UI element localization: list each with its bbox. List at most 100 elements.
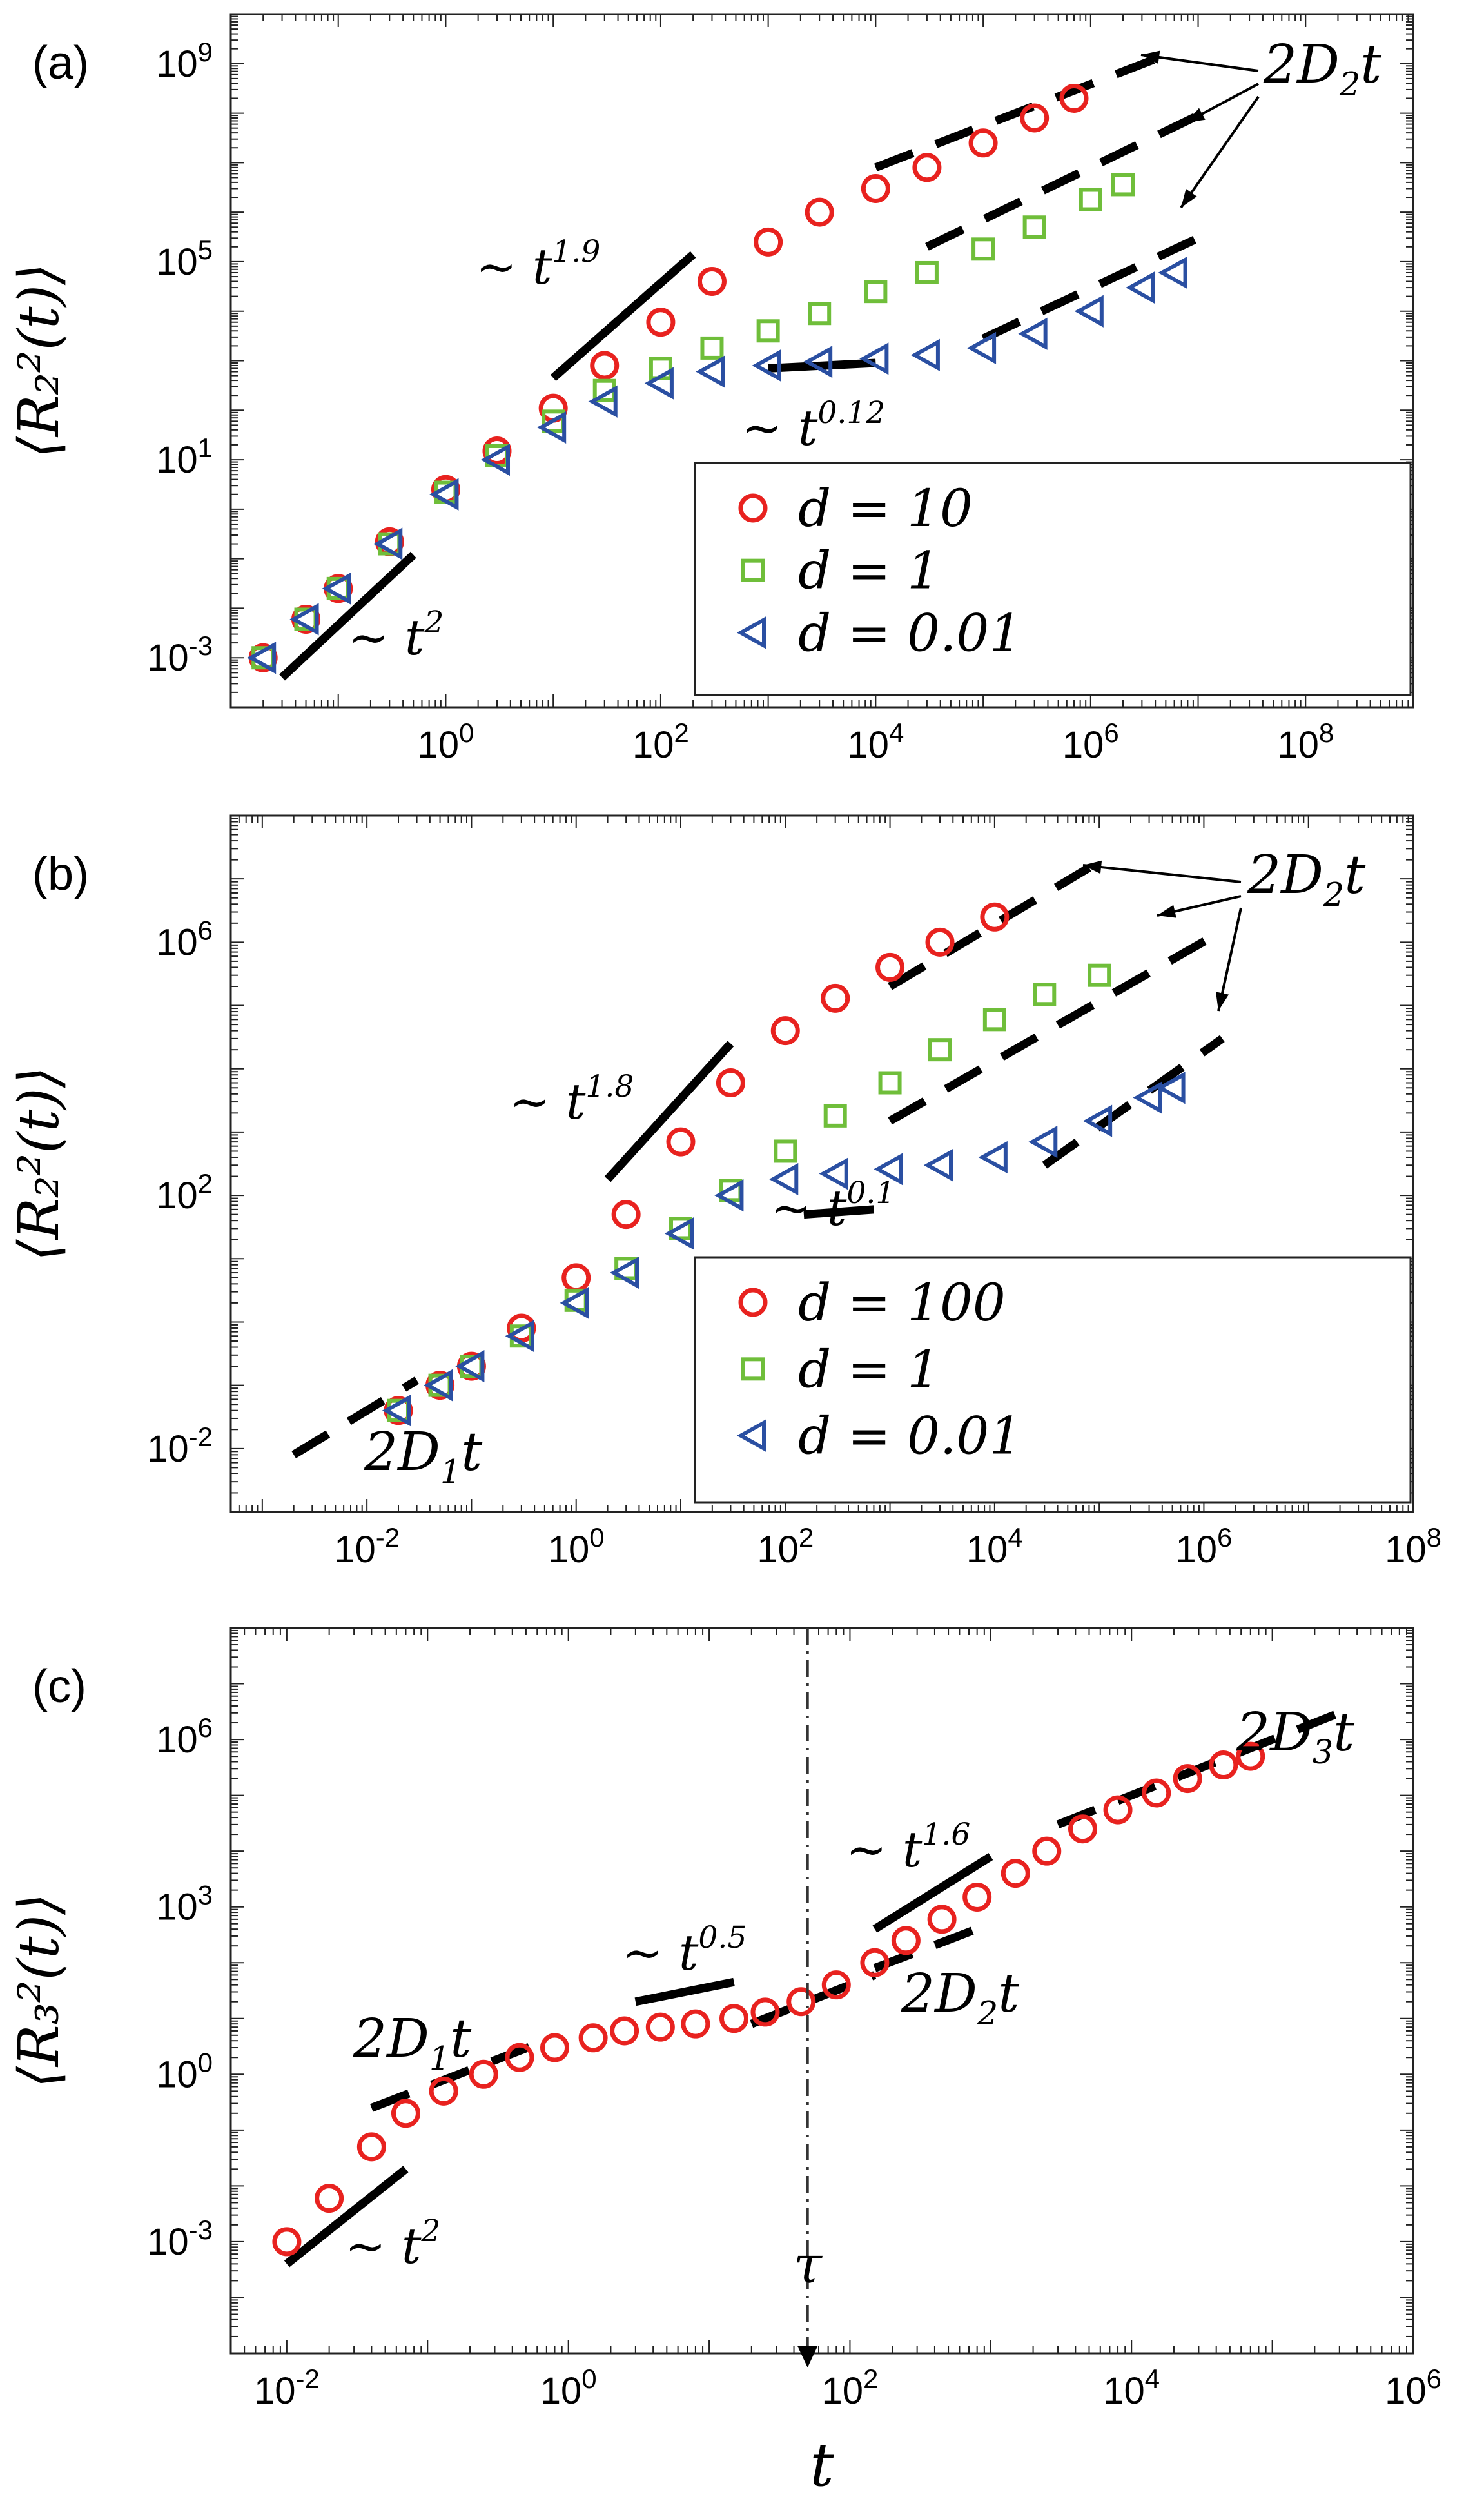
data-point bbox=[1209, 1750, 1238, 1780]
annotations: 2D1t ∼ t1.8 ∼ t0.1 2D2t bbox=[364, 845, 1366, 1491]
y-tick-label: 10-2 bbox=[147, 1422, 213, 1470]
x-tick-label: 108 bbox=[1277, 718, 1334, 766]
data-point bbox=[925, 927, 955, 957]
data-point bbox=[923, 1149, 953, 1182]
series-3 bbox=[382, 1072, 1186, 1427]
data-point bbox=[716, 1068, 745, 1098]
data-point bbox=[912, 153, 942, 182]
data-point bbox=[578, 2023, 608, 2053]
arrow-head bbox=[1083, 860, 1102, 874]
data-point bbox=[714, 1179, 744, 1212]
annotation-2D1t: 2D1t bbox=[353, 2008, 472, 2077]
data-point bbox=[681, 2009, 710, 2039]
data-point bbox=[696, 355, 725, 388]
data-point bbox=[1082, 1104, 1113, 1137]
data-point bbox=[609, 1256, 639, 1289]
legend-label: d = 100 bbox=[798, 1273, 1006, 1333]
x-tick-label: 106 bbox=[1175, 1522, 1232, 1571]
guide-line bbox=[888, 927, 1225, 1125]
data-point bbox=[803, 346, 833, 378]
plot-frame bbox=[229, 1627, 1414, 2355]
data-point bbox=[664, 1217, 694, 1250]
guide-line bbox=[925, 112, 1200, 251]
data-point bbox=[644, 367, 674, 400]
data-point bbox=[560, 1286, 589, 1319]
data-point bbox=[978, 1141, 1008, 1174]
annotation-t16: ∼ t1.6 bbox=[846, 1817, 970, 1878]
y-tick-label: 100 bbox=[156, 2047, 213, 2095]
guide-line bbox=[874, 51, 1167, 171]
x-tick-label: 10-2 bbox=[254, 2364, 320, 2412]
data-point bbox=[666, 1127, 696, 1157]
data-point bbox=[980, 902, 1010, 932]
data-point bbox=[875, 952, 905, 982]
data-point bbox=[1018, 317, 1048, 350]
tau-label: τ bbox=[794, 2235, 823, 2295]
annotations: ∼ t2 2D1t ∼ t0.5 2D2t ∼ t1.6 2D3t τ bbox=[345, 1628, 1355, 2367]
annotation-2D3t: 2D3t bbox=[1236, 1702, 1355, 1771]
data-point bbox=[859, 342, 889, 375]
arrow-line bbox=[1082, 864, 1242, 883]
legend-marker bbox=[741, 1357, 765, 1381]
data-point bbox=[1074, 295, 1104, 328]
annotation-2D2t: 2D2t bbox=[901, 1963, 1020, 2032]
data-point bbox=[646, 308, 676, 337]
x-tick-label: 102 bbox=[632, 718, 689, 766]
data-point bbox=[429, 478, 459, 511]
guide-line bbox=[872, 1853, 993, 1933]
y-axis-label: ⟨R₂²(t)⟩ bbox=[7, 263, 72, 458]
data-point bbox=[561, 1263, 591, 1293]
legend-label: d = 0.01 bbox=[798, 603, 1022, 663]
annotation-t2: ∼ t2 bbox=[345, 2213, 440, 2275]
legend-marker bbox=[736, 1419, 766, 1452]
data-point bbox=[455, 1349, 485, 1383]
panel-c: 10-2 100 102 104 106 10-3 100 103 106 (c) ⟨R₃²(t)⟩… bbox=[7, 1627, 1441, 2500]
y-axis-label: ⟨R₃²(t)⟩ bbox=[7, 1893, 72, 2088]
data-point bbox=[819, 1157, 848, 1190]
data-point bbox=[1111, 173, 1135, 197]
guide-line bbox=[279, 551, 416, 681]
data-point bbox=[697, 266, 727, 296]
data-point bbox=[315, 2184, 344, 2213]
guide-line bbox=[1042, 1035, 1225, 1169]
panel-label: (b) bbox=[32, 848, 89, 900]
data-point bbox=[1032, 1836, 1062, 1866]
data-point bbox=[289, 603, 319, 636]
y-tick-label: 102 bbox=[156, 1168, 213, 1217]
data-point bbox=[928, 1038, 952, 1062]
data-point bbox=[874, 1153, 903, 1186]
y-tick-label: 10-3 bbox=[147, 631, 213, 679]
legend: d = 10d = 1d = 0.01 bbox=[694, 462, 1412, 696]
annotation-t05: ∼ t0.5 bbox=[622, 1920, 747, 1981]
y-tick-label: 106 bbox=[156, 1712, 213, 1761]
data-point bbox=[700, 336, 724, 360]
legend-label: d = 1 bbox=[798, 1339, 940, 1399]
guide-lines bbox=[279, 51, 1200, 681]
data-point bbox=[821, 983, 850, 1013]
data-point bbox=[878, 1071, 902, 1095]
data-point bbox=[429, 2076, 458, 2106]
series-1 bbox=[272, 1741, 1265, 2257]
data-point bbox=[610, 2016, 639, 2046]
guide-line bbox=[768, 358, 876, 373]
annotation-t012: ∼ t0.12 bbox=[741, 395, 885, 456]
data-point bbox=[611, 1200, 641, 1230]
guide-line bbox=[803, 1205, 874, 1219]
y-tick-label: 10-3 bbox=[147, 2215, 213, 2263]
annotation-t01: ∼ t0.1 bbox=[770, 1175, 895, 1237]
legend-marker bbox=[741, 558, 765, 582]
data-point bbox=[891, 1926, 921, 1955]
arrow-line bbox=[1180, 95, 1260, 209]
data-point bbox=[962, 1882, 992, 1912]
y-tick-label: 101 bbox=[156, 433, 213, 481]
data-point bbox=[1103, 1795, 1133, 1825]
data-point bbox=[272, 2227, 302, 2257]
legend-label: d = 0.01 bbox=[798, 1406, 1022, 1466]
data-point bbox=[356, 2132, 386, 2162]
annotations: ∼ t2 ∼ t1.9 ∼ t0.12 2D2t bbox=[348, 34, 1382, 666]
data-point bbox=[1059, 83, 1089, 113]
data-point bbox=[756, 319, 780, 343]
data-point bbox=[805, 197, 834, 227]
